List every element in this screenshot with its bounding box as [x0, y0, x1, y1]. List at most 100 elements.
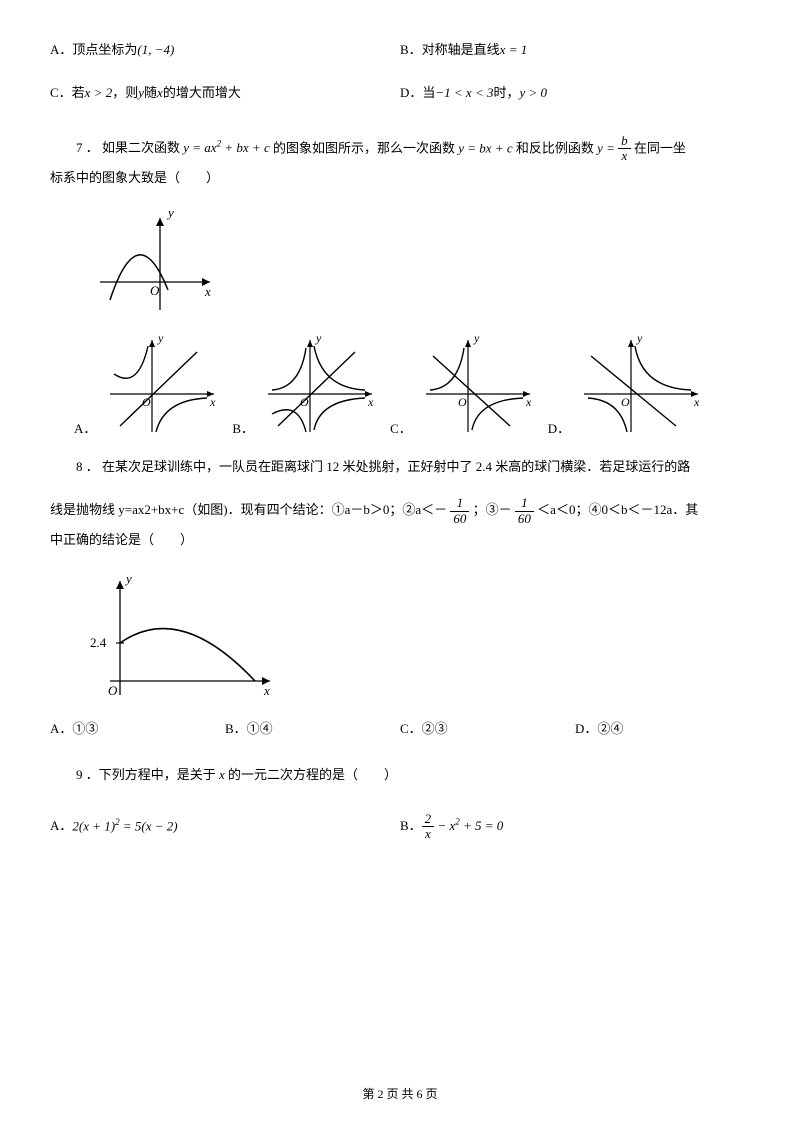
- q9-post: 的一元二次方程的是（ ）: [228, 767, 397, 782]
- q9-a-fb: = 5(x − 2): [120, 818, 178, 833]
- svg-text:y: y: [473, 334, 480, 345]
- svg-text:x: x: [693, 395, 700, 409]
- q7-line2: 标系中的图象大致是（ ）: [50, 170, 219, 185]
- q7-frac-num: b: [618, 134, 631, 149]
- svg-text:O: O: [621, 395, 630, 409]
- q7-mid2: 和反比例函数: [516, 140, 594, 155]
- svg-text:x: x: [263, 683, 270, 698]
- q7-label-c: C．: [390, 419, 412, 440]
- q7-mid: 的图象如图所示，那么一次函数: [273, 140, 455, 155]
- q9-b-formula: 2x − x2 + 5 = 0: [422, 812, 504, 842]
- q7-graph-a: A． y x O: [74, 334, 222, 439]
- q6-d-mid: 时，: [493, 83, 519, 104]
- q9-opt-b: B． 2x − x2 + 5 = 0: [400, 812, 750, 842]
- q6-row2: C．若 x > 2 ，则 y 随 x 的增大而增大 D．当 −1 < x < 3…: [50, 83, 750, 104]
- q7-f2: y = bx + c: [458, 140, 512, 155]
- q8-opt-c: C．②③: [400, 719, 575, 740]
- svg-text:O: O: [150, 283, 160, 298]
- q7-stem-graph: y x O: [90, 210, 750, 320]
- q7-graph-b: B． y x O: [232, 334, 380, 439]
- q7-f1b: + bx + c: [221, 140, 270, 155]
- q9-b-f1: − x: [434, 818, 455, 833]
- q6-c-post: 的增大而增大: [163, 83, 241, 104]
- q7-post: 在同一坐: [634, 140, 686, 155]
- q8-options: A．①③ B．①④ C．②③ D．②④: [50, 719, 750, 740]
- q6-c-pre: C．若: [50, 83, 85, 104]
- q7-graph-d: D． y x O: [548, 334, 706, 439]
- page-footer: 第 2 页 共 6 页: [0, 1085, 800, 1104]
- q6-option-b: B．对称轴是直线 x = 1: [400, 40, 750, 61]
- q9-b-label: B．: [400, 816, 422, 837]
- q9-a-label: A．: [50, 816, 72, 837]
- q8-frac2-num: 1: [515, 496, 534, 511]
- svg-text:y: y: [166, 210, 174, 220]
- q8-frac2-den: 60: [515, 512, 534, 526]
- q8-line3: 中正确的结论是（ ）: [50, 532, 193, 547]
- q9-b-num: 2: [422, 812, 435, 827]
- svg-text:y: y: [124, 573, 132, 586]
- q7-frac: bx: [618, 134, 631, 164]
- q6-option-a: A．顶点坐标为 (1, −4): [50, 40, 400, 61]
- q9-text: 9 ．下列方程中，是关于 x 的一元二次方程的是（ ）: [50, 765, 750, 786]
- q6-a-formula: (1, −4): [137, 40, 174, 61]
- q6-b-pre: B．对称轴是直线: [400, 40, 500, 61]
- q9-pre: 9 ．下列方程中，是关于: [76, 767, 216, 782]
- q8-graph: 2.4 y x O: [80, 573, 750, 703]
- q6-a-pre: A．顶点坐标为: [50, 40, 137, 61]
- svg-text:y: y: [636, 334, 643, 345]
- q9-options: A． 2(x + 1)2 = 5(x − 2) B． 2x − x2 + 5 =…: [50, 812, 750, 842]
- q8-frac1: 160: [450, 496, 469, 526]
- svg-text:O: O: [108, 683, 118, 698]
- q8-opt-a: A．①③: [50, 719, 225, 740]
- q7-pre: 7 ． 如果二次函数: [50, 134, 180, 163]
- q9-a-formula: 2(x + 1)2 = 5(x − 2): [72, 815, 177, 837]
- q6-c-mid: ，则: [112, 83, 138, 104]
- q8-line2: 线是抛物线 y=ax2+bx+c（如图)．现有四个结论：①a－b＞0；②a＜－ …: [50, 496, 750, 554]
- q9-fx: x: [219, 767, 225, 782]
- q8-opt-d: D．②④: [575, 719, 750, 740]
- svg-text:y: y: [315, 334, 322, 345]
- q7-f1: y = ax2 + bx + c: [183, 140, 269, 155]
- q6-option-c: C．若 x > 2 ，则 y 随 x 的增大而增大: [50, 83, 400, 104]
- q8-l2c: ＜a＜0；④0＜b＜－12a．其: [537, 502, 698, 517]
- svg-text:x: x: [525, 395, 532, 409]
- q7-f3-pre: y =: [597, 140, 618, 155]
- q6-d-pre: D．当: [400, 83, 435, 104]
- q8-frac1-den: 60: [450, 512, 469, 526]
- svg-text:x: x: [209, 395, 216, 409]
- parabola-graph: y x O: [90, 210, 220, 320]
- q9-opt-a: A． 2(x + 1)2 = 5(x − 2): [50, 815, 400, 837]
- q7-graph-c: C． y x O: [390, 334, 538, 439]
- q7-label-a: A．: [74, 419, 96, 440]
- q7-text: 7 ． 如果二次函数 y = ax2 + bx + c 的图象如图所示，那么一次…: [50, 134, 750, 193]
- q6-option-d: D．当 −1 < x < 3 时， y > 0: [400, 83, 750, 104]
- q8-frac1-num: 1: [450, 496, 469, 511]
- q7-label-d: D．: [548, 419, 570, 440]
- svg-text:x: x: [367, 395, 374, 409]
- q6-d-f2: y > 0: [520, 83, 548, 104]
- q8-line1: 8 ． 在某次足球训练中，一队员在距离球门 12 米处挑射，正好射中了 2.4 …: [50, 457, 750, 478]
- q7-label-b: B．: [232, 419, 254, 440]
- q7-f1a: y = ax: [183, 140, 216, 155]
- q9-b-f2: + 5 = 0: [460, 818, 504, 833]
- q9-b-frac: 2x: [422, 812, 435, 842]
- q6-c-f1: x > 2: [85, 83, 113, 104]
- q6-row1: A．顶点坐标为 (1, −4) B．对称轴是直线 x = 1: [50, 40, 750, 61]
- svg-text:O: O: [458, 395, 467, 409]
- q8-l2b: ；③－: [473, 502, 512, 517]
- q8-opt-b: B．①④: [225, 719, 400, 740]
- svg-text:O: O: [142, 395, 151, 409]
- q6-b-formula: x = 1: [500, 40, 528, 61]
- svg-text:O: O: [300, 395, 309, 409]
- q6-c-mid2: 随: [144, 83, 157, 104]
- q7-frac-den: x: [618, 149, 631, 163]
- q8-frac2: 160: [515, 496, 534, 526]
- q8-ylabel: 2.4: [90, 635, 107, 650]
- svg-text:y: y: [157, 334, 164, 345]
- q9-b-den: x: [422, 827, 435, 841]
- svg-text:x: x: [204, 284, 211, 299]
- q8-l2a: 线是抛物线 y=ax2+bx+c（如图)．现有四个结论：①a－b＞0；②a＜－: [50, 502, 447, 517]
- q6-d-f1: −1 < x < 3: [435, 83, 493, 104]
- q9-a-fa: 2(x + 1): [72, 818, 115, 833]
- q7-options-row: A． y x O B． y x O C．: [74, 334, 750, 439]
